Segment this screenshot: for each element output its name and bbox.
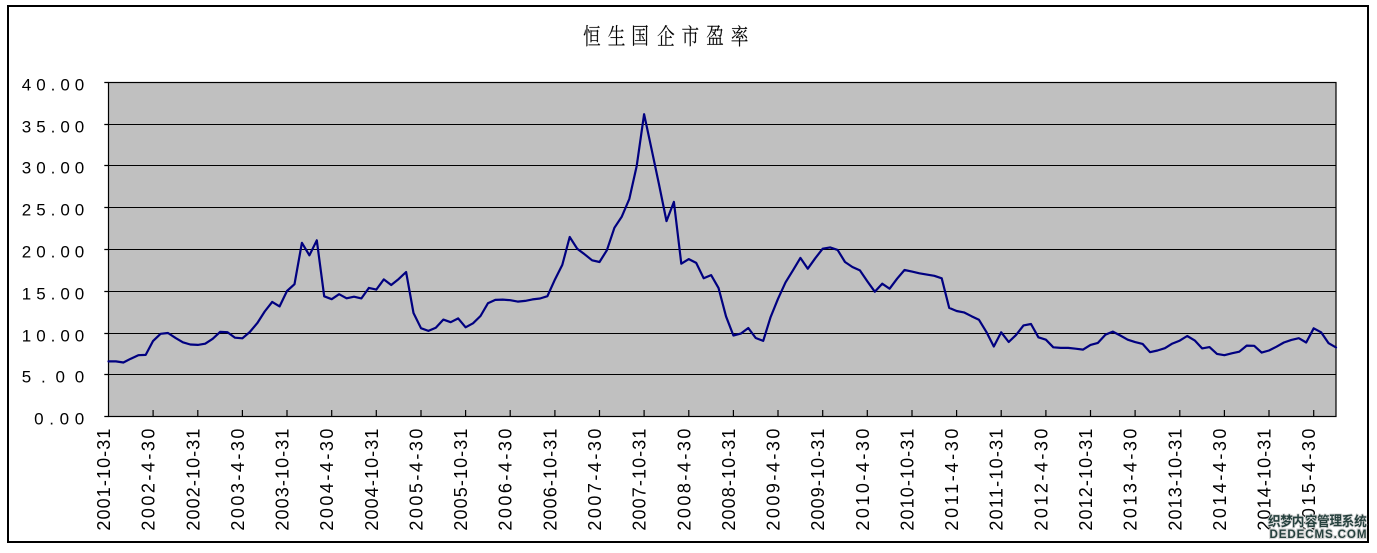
svg-text:2005-10-31: 2005-10-31	[451, 429, 471, 531]
svg-text:2014-4-30: 2014-4-30	[1210, 429, 1230, 531]
svg-text:2011-10-31: 2011-10-31	[987, 429, 1007, 531]
svg-text:2007-4-30: 2007-4-30	[585, 429, 605, 531]
svg-text:2013-10-31: 2013-10-31	[1165, 429, 1185, 531]
svg-text:2009-4-30: 2009-4-30	[764, 429, 784, 531]
svg-text:20.00: 20.00	[22, 242, 84, 261]
svg-text:25.00: 25.00	[22, 200, 84, 219]
svg-text:2010-10-31: 2010-10-31	[898, 429, 918, 531]
svg-text:2003-4-30: 2003-4-30	[228, 429, 248, 531]
svg-text:2006-4-30: 2006-4-30	[496, 429, 516, 531]
svg-text:2013-4-30: 2013-4-30	[1121, 429, 1141, 531]
svg-text:2005-4-30: 2005-4-30	[407, 429, 427, 531]
svg-text:DEDECMS.COM: DEDECMS.COM	[1270, 528, 1367, 541]
svg-text:0.00: 0.00	[34, 409, 84, 428]
svg-text:2002-4-30: 2002-4-30	[139, 429, 159, 531]
svg-text:2001-10-31: 2001-10-31	[94, 429, 114, 531]
svg-text:2015-4-30: 2015-4-30	[1299, 429, 1319, 531]
svg-text:40.00: 40.00	[22, 75, 84, 94]
svg-text:2014-10-31: 2014-10-31	[1255, 429, 1275, 531]
svg-text:30.00: 30.00	[22, 158, 84, 177]
svg-text:2010-4-30: 2010-4-30	[853, 429, 873, 531]
svg-text:2004-4-30: 2004-4-30	[317, 429, 337, 531]
svg-text:DEDECMS.COM: DEDECMS.COM	[1270, 528, 1367, 541]
svg-text:15.00: 15.00	[22, 284, 84, 303]
svg-text:2006-10-31: 2006-10-31	[540, 429, 560, 531]
svg-text:2003-10-31: 2003-10-31	[273, 429, 293, 531]
svg-text:2011-4-30: 2011-4-30	[942, 429, 962, 531]
svg-text:2002-10-31: 2002-10-31	[183, 429, 203, 531]
svg-text:10.00: 10.00	[22, 326, 84, 345]
svg-text:2009-10-31: 2009-10-31	[808, 429, 828, 531]
svg-text:35.00: 35.00	[22, 117, 84, 136]
svg-text:2007-10-31: 2007-10-31	[630, 429, 650, 531]
svg-text:2008-4-30: 2008-4-30	[674, 429, 694, 531]
svg-text:2004-10-31: 2004-10-31	[362, 429, 382, 531]
svg-text:2012-10-31: 2012-10-31	[1076, 429, 1096, 531]
svg-text:2012-4-30: 2012-4-30	[1031, 429, 1051, 531]
svg-text:2008-10-31: 2008-10-31	[719, 429, 739, 531]
